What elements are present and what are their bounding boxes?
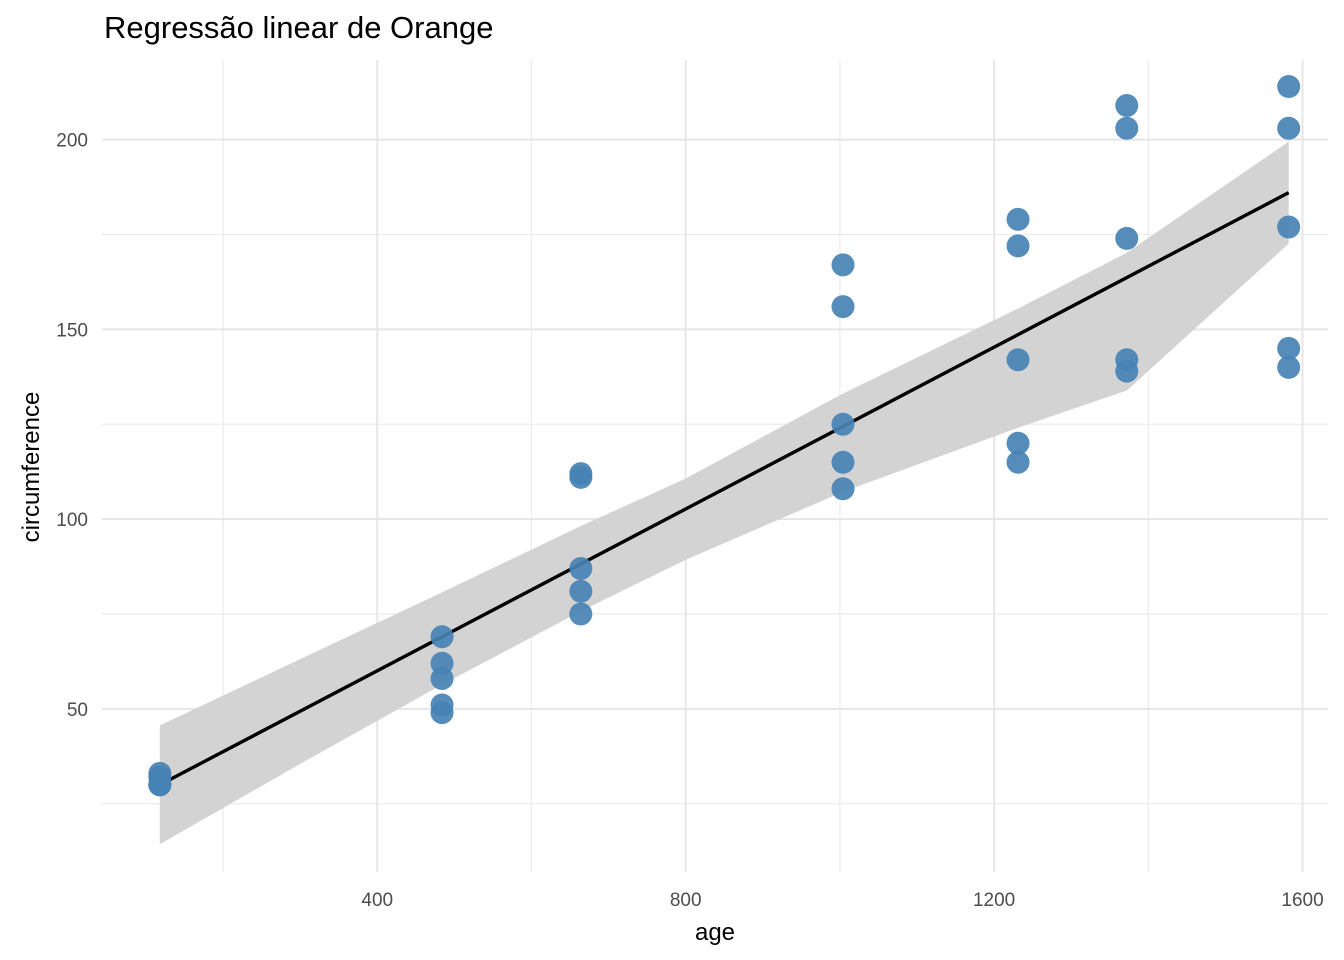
y-tick-label: 50: [67, 700, 88, 721]
y-tick-label: 200: [56, 131, 88, 152]
data-point: [831, 477, 855, 501]
y-axis-title: circumference: [18, 392, 45, 543]
y-tick-label: 150: [56, 320, 88, 341]
data-point: [1115, 116, 1139, 140]
data-point: [569, 462, 593, 486]
data-point: [430, 651, 454, 675]
data-point: [1006, 207, 1030, 231]
x-tick-label: 1600: [1281, 890, 1323, 911]
data-point: [1115, 359, 1139, 383]
y-axis-ticks: 50 100 150 200: [56, 131, 88, 721]
x-tick-label: 400: [361, 890, 393, 911]
data-point: [569, 556, 593, 580]
data-point: [1006, 450, 1030, 474]
data-point: [831, 295, 855, 319]
data-points: [148, 75, 1301, 797]
data-point: [1115, 94, 1139, 118]
data-point: [1277, 75, 1301, 99]
x-tick-label: 1200: [973, 890, 1015, 911]
data-point: [1277, 116, 1301, 140]
x-tick-label: 800: [670, 890, 702, 911]
x-axis-title: age: [695, 919, 735, 946]
data-point: [569, 602, 593, 626]
data-point: [430, 625, 454, 649]
data-point: [1006, 234, 1030, 258]
data-point: [831, 253, 855, 277]
data-point: [1006, 348, 1030, 372]
data-point: [1115, 226, 1139, 250]
chart-title: Regressão linear de Orange: [104, 10, 494, 45]
data-point: [1277, 336, 1301, 360]
regression-line: [159, 191, 1290, 787]
x-axis-ticks: 400 800 1200 1600: [361, 890, 1323, 911]
data-point: [831, 412, 855, 436]
data-point: [1277, 355, 1301, 379]
data-point: [1277, 215, 1301, 239]
y-tick-label: 100: [56, 510, 88, 531]
data-point: [831, 450, 855, 474]
data-point: [1006, 431, 1030, 455]
data-point: [148, 773, 172, 797]
fit-line-layer: [159, 191, 1290, 787]
data-point: [569, 579, 593, 603]
data-point: [430, 701, 454, 725]
